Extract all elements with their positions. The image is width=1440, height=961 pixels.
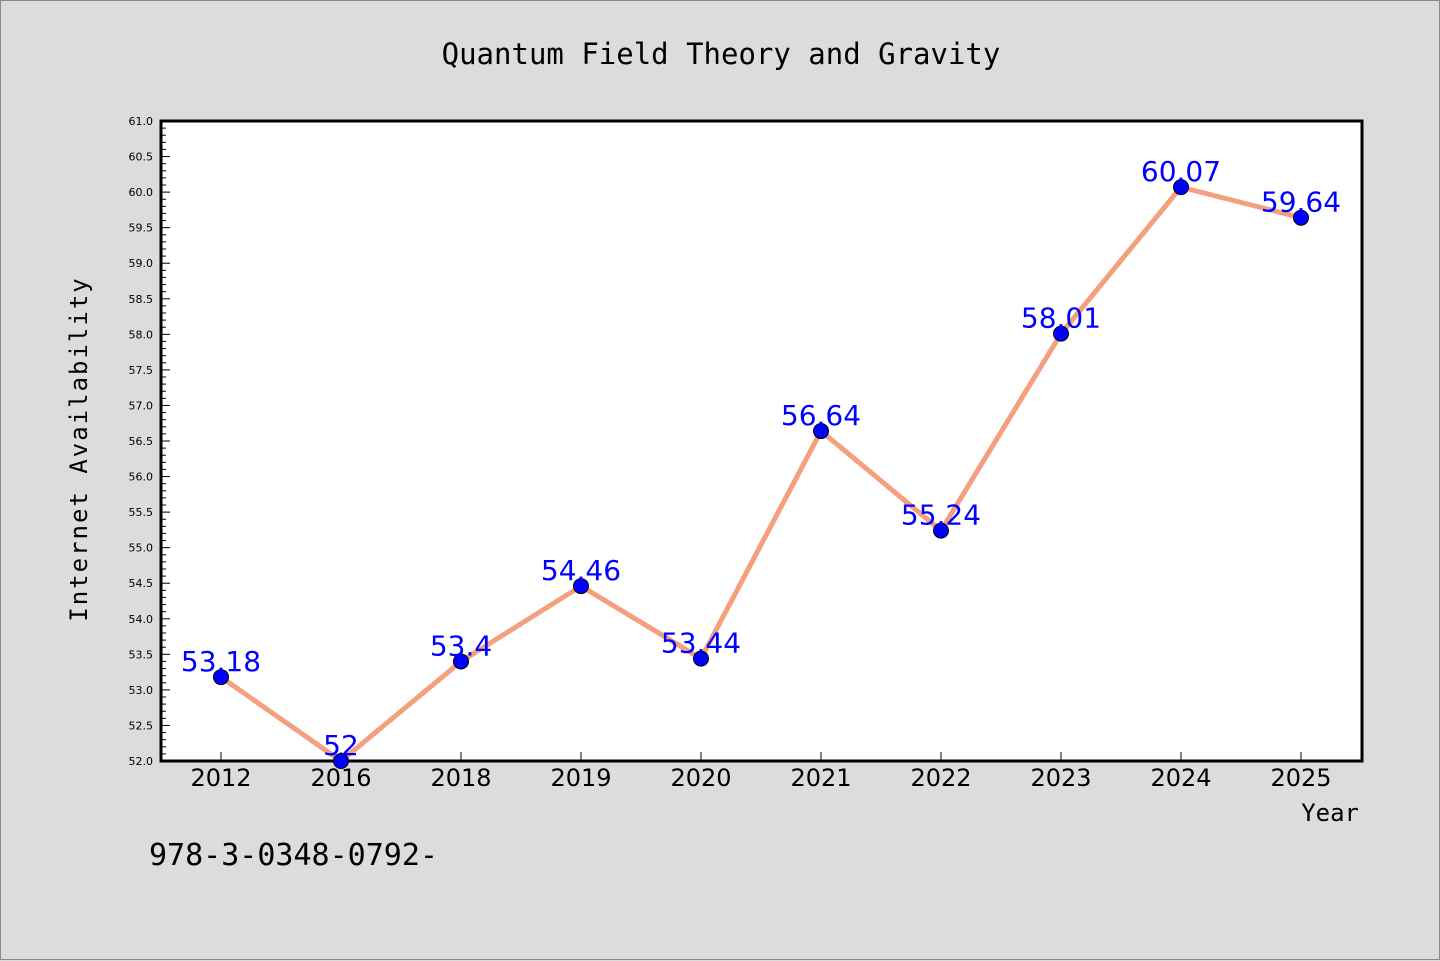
data-point <box>1293 209 1309 226</box>
data-point <box>693 650 709 667</box>
data-point <box>573 578 589 595</box>
y-tick-label: 60.5 <box>129 151 154 164</box>
data-point <box>1173 179 1189 196</box>
y-tick-label: 56.0 <box>129 471 154 484</box>
x-tick-label: 2025 <box>1270 764 1331 792</box>
y-tick-label: 54.5 <box>129 577 154 590</box>
data-label: 53.4 <box>430 629 492 662</box>
x-tick-label: 2020 <box>670 764 731 792</box>
x-tick-label: 2018 <box>430 764 491 792</box>
y-tick-label: 53.5 <box>129 648 154 661</box>
data-point <box>213 669 229 686</box>
x-tick-label: 2021 <box>790 764 851 792</box>
x-tick-label: 2024 <box>1150 764 1211 792</box>
y-tick-label: 58.5 <box>129 293 154 306</box>
isbn-text: 978-3-0348-0792- <box>149 838 438 873</box>
data-point <box>1053 325 1069 342</box>
x-axis-label: Year <box>1301 799 1359 827</box>
data-point <box>333 753 349 769</box>
data-label: 52 <box>323 729 359 762</box>
x-axis-ticks: 2012 2016 2018 2019 2020 2021 2022 2023 2024 2025 <box>190 752 1332 792</box>
y-tick-label: 53.0 <box>129 684 154 697</box>
y-tick-label: 57.0 <box>129 399 154 412</box>
y-tick-label: 61.0 <box>129 115 154 128</box>
y-tick-label: 57.5 <box>129 364 154 377</box>
x-tick-label: 2023 <box>1030 764 1091 792</box>
data-point <box>453 653 469 670</box>
y-tick-label: 54.0 <box>129 613 154 626</box>
y-tick-label: 52.5 <box>129 719 154 732</box>
data-label: 60.07 <box>1141 155 1221 188</box>
data-label: 54.46 <box>541 554 621 587</box>
plot-area <box>159 119 1364 763</box>
y-tick-label: 55.0 <box>129 542 154 555</box>
data-label: 59.64 <box>1261 186 1341 219</box>
data-label: 53.18 <box>181 645 261 678</box>
data-label: 58.01 <box>1021 302 1101 335</box>
y-tick-label: 58.0 <box>129 328 154 341</box>
series-layer: 53.18 52 53.4 54.46 53.44 56.64 55.24 58.01 60.0… <box>181 155 1341 769</box>
y-tick-label: 59.0 <box>129 257 154 270</box>
y-tick-label: 56.5 <box>129 435 154 448</box>
y-axis-ticks: 52.0 52.5 53.0 53.5 54.0 54.5 55.0 55.5 56.0 56.5… <box>129 115 170 768</box>
data-label: 56.64 <box>781 399 861 432</box>
series-line <box>218 184 1304 764</box>
data-label: 53.44 <box>661 627 741 660</box>
y-axis-label: Internet Availability <box>65 276 93 621</box>
data-point <box>933 522 949 539</box>
y-tick-label: 55.5 <box>129 506 154 519</box>
data-point <box>813 423 829 440</box>
x-tick-label: 2022 <box>910 764 971 792</box>
y-tick-label: 60.0 <box>129 186 154 199</box>
x-tick-label: 2019 <box>550 764 611 792</box>
y-tick-label: 52.0 <box>129 755 154 768</box>
x-tick-label: 2012 <box>190 764 251 792</box>
y-tick-label: 59.5 <box>129 222 154 235</box>
chart-title: Quantum Field Theory and Gravity <box>442 37 1001 71</box>
data-label: 55.24 <box>901 499 981 532</box>
